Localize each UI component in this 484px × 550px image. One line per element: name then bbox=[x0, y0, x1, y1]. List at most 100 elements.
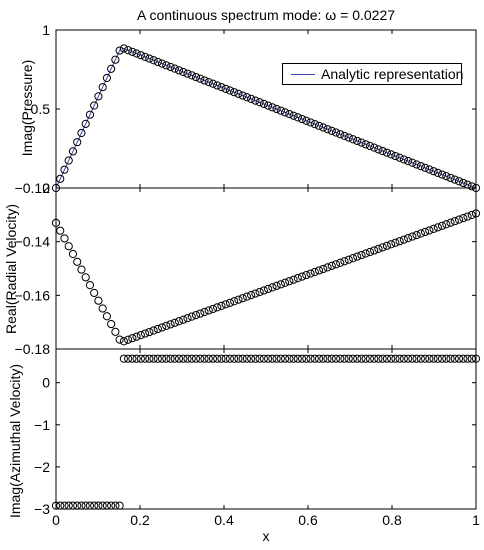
data-point bbox=[221, 354, 230, 363]
data-point bbox=[132, 49, 141, 58]
data-point bbox=[94, 296, 103, 305]
data-point bbox=[153, 57, 162, 67]
data-point bbox=[140, 329, 150, 338]
legend: Analytic representation bbox=[282, 63, 463, 85]
data-point bbox=[264, 354, 273, 363]
data-point bbox=[467, 354, 476, 363]
data-point bbox=[285, 354, 294, 363]
y-tick-label: −3 bbox=[34, 501, 50, 517]
data-point bbox=[238, 91, 247, 100]
data-point bbox=[446, 173, 455, 183]
data-point bbox=[378, 243, 387, 252]
data-point bbox=[225, 354, 235, 363]
data-point bbox=[259, 286, 268, 295]
data-point bbox=[179, 354, 188, 363]
data-point bbox=[128, 354, 137, 363]
data-point bbox=[251, 289, 260, 298]
data-point bbox=[238, 354, 247, 363]
data-point bbox=[433, 354, 442, 363]
data-point bbox=[230, 354, 239, 363]
data-point bbox=[119, 337, 128, 346]
data-point bbox=[353, 252, 362, 261]
axes-frame bbox=[55, 187, 477, 350]
data-point bbox=[331, 128, 341, 137]
data-point bbox=[429, 354, 438, 363]
data-point bbox=[314, 266, 324, 275]
data-point bbox=[85, 110, 95, 119]
data-point bbox=[230, 88, 239, 97]
data-point bbox=[183, 314, 192, 323]
data-point bbox=[412, 230, 421, 240]
data-point bbox=[221, 300, 230, 309]
data-point bbox=[242, 93, 252, 102]
data-point bbox=[51, 501, 61, 510]
data-point bbox=[196, 354, 205, 363]
data-point bbox=[387, 240, 396, 249]
data-point bbox=[64, 242, 73, 251]
data-point bbox=[102, 73, 112, 83]
data-point bbox=[136, 51, 145, 60]
data-point bbox=[255, 98, 264, 107]
data-point bbox=[60, 165, 69, 174]
data-point bbox=[251, 96, 260, 105]
data-point bbox=[357, 138, 366, 147]
data-point bbox=[217, 354, 226, 363]
data-point bbox=[289, 354, 298, 363]
data-point bbox=[340, 257, 349, 266]
data-point bbox=[81, 501, 90, 510]
data-point bbox=[361, 249, 370, 258]
data-point bbox=[319, 123, 328, 132]
data-point bbox=[399, 354, 408, 363]
data-point bbox=[302, 270, 311, 280]
data-point bbox=[187, 71, 196, 80]
data-point bbox=[268, 354, 277, 363]
data-point bbox=[77, 501, 86, 510]
data-point bbox=[145, 354, 154, 363]
y-axis-label-azimuthal-velocity: Imag(Azimuthal Velocity) bbox=[7, 364, 23, 518]
data-point bbox=[302, 116, 311, 125]
data-point bbox=[314, 121, 324, 130]
data-point bbox=[289, 275, 298, 284]
data-point bbox=[387, 150, 396, 159]
data-point bbox=[187, 354, 196, 363]
data-point bbox=[327, 354, 336, 363]
data-point bbox=[459, 354, 468, 363]
data-point bbox=[416, 354, 425, 363]
data-point bbox=[378, 354, 387, 363]
data-point bbox=[412, 354, 421, 363]
data-point bbox=[272, 104, 281, 114]
data-point bbox=[213, 81, 222, 90]
data-point bbox=[459, 178, 468, 188]
data-point bbox=[132, 332, 141, 341]
data-point bbox=[230, 297, 239, 306]
data-point bbox=[268, 283, 277, 292]
data-point bbox=[85, 501, 95, 510]
data-point bbox=[361, 354, 370, 363]
data-point bbox=[336, 258, 345, 267]
data-point bbox=[225, 86, 235, 95]
data-point bbox=[179, 315, 188, 324]
data-point bbox=[124, 46, 133, 55]
data-point bbox=[437, 354, 447, 363]
data-point bbox=[442, 172, 451, 181]
x-tick-label: 1 bbox=[472, 512, 480, 528]
data-point bbox=[357, 354, 366, 363]
data-point bbox=[132, 354, 141, 363]
data-point bbox=[77, 265, 86, 274]
data-point bbox=[348, 254, 358, 263]
data-point bbox=[420, 227, 430, 237]
data-point bbox=[416, 229, 425, 238]
data-point bbox=[204, 306, 213, 315]
data-point bbox=[467, 210, 476, 220]
data-point bbox=[90, 288, 99, 298]
data-point bbox=[191, 354, 201, 363]
y-axis-label-pressure: Imag(Pressure) bbox=[19, 60, 35, 156]
data-point bbox=[280, 354, 290, 363]
data-point bbox=[450, 175, 459, 184]
data-point bbox=[153, 354, 162, 363]
data-point bbox=[56, 501, 65, 510]
data-point bbox=[471, 354, 481, 363]
data-point bbox=[149, 326, 158, 335]
data-point bbox=[336, 354, 345, 363]
